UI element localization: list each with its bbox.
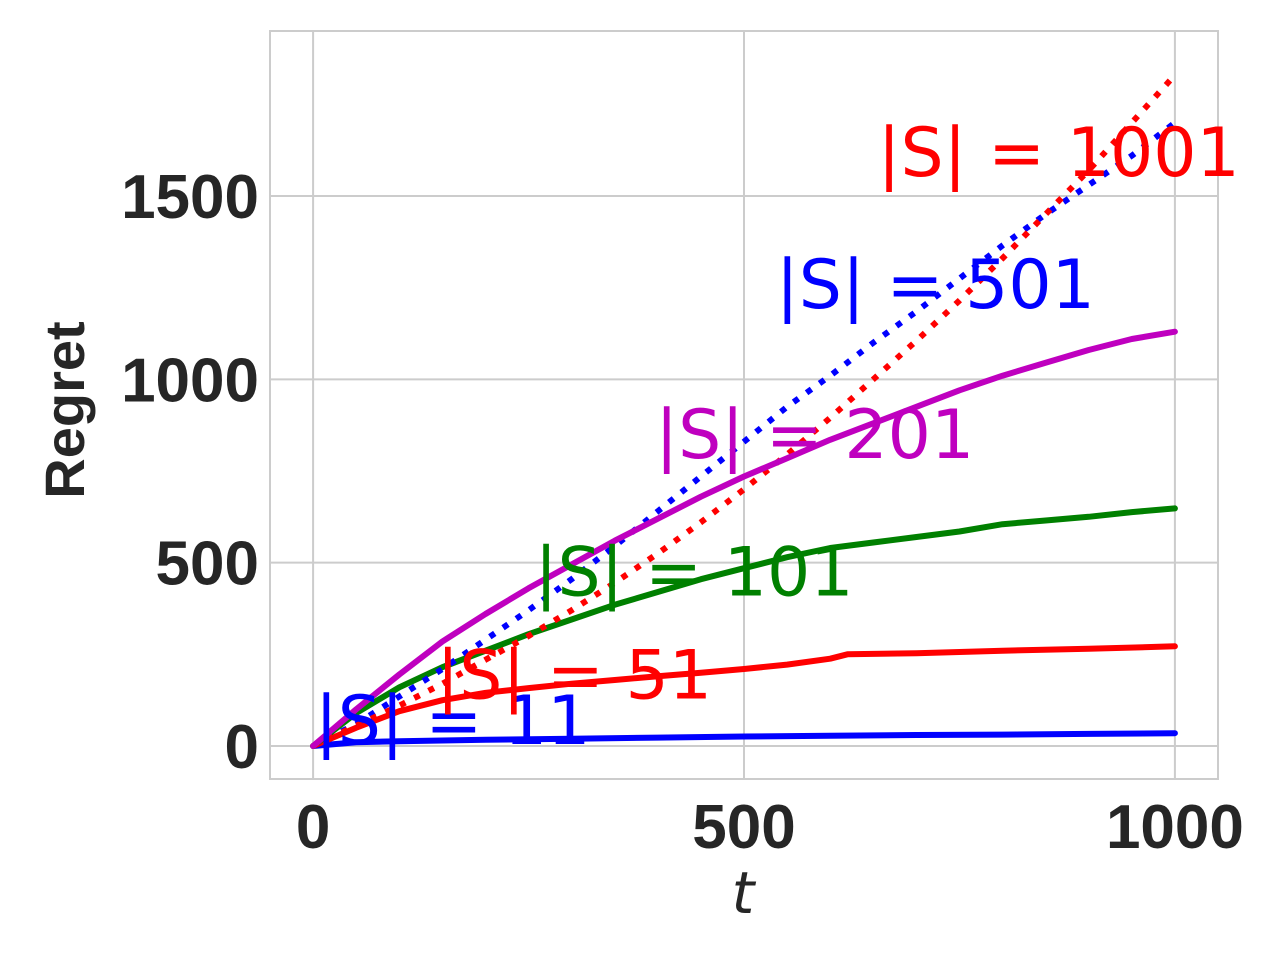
- y-tick-label: 1000: [121, 346, 259, 415]
- y-tick-label: 500: [156, 530, 259, 599]
- x-axis-label: t: [732, 859, 757, 927]
- grid-lines: [270, 31, 1218, 779]
- series-line-dotted: [311, 120, 1177, 749]
- x-tick-label: 500: [692, 793, 795, 862]
- series-annotation: |S| = 201: [655, 396, 974, 475]
- tick-layer: 0 500 1000 0 500 1000 1500: [121, 163, 1244, 862]
- series-line-solid: [310, 328, 1178, 749]
- y-axis-label: Regret: [33, 321, 96, 498]
- series-layer: [310, 72, 1178, 749]
- series-line-solid: [310, 730, 1178, 749]
- series-annotation: |S| = 51: [436, 636, 712, 715]
- series-annotation: |S| = 11: [315, 682, 591, 761]
- x-tick-label: 1000: [1106, 793, 1244, 862]
- series-annotation: |S| = 101: [535, 534, 854, 613]
- series-line-solid: [310, 505, 1178, 749]
- series-annotation: |S| = 1001: [878, 114, 1240, 193]
- y-tick-label: 0: [225, 713, 259, 782]
- series-annotation: |S| = 501: [776, 246, 1095, 325]
- annotation-layer: |S| = 11|S| = 51 |S| = 101 |S| = 201 |S| = …: [315, 114, 1240, 761]
- x-tick-label: 0: [296, 793, 330, 862]
- series-line-solid: [310, 643, 1178, 749]
- y-tick-label: 1500: [121, 163, 259, 232]
